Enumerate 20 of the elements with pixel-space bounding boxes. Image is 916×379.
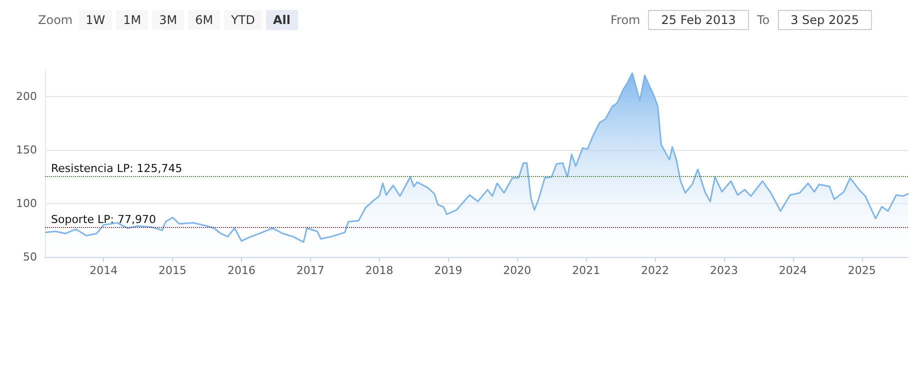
y-tick-label: 200	[16, 90, 37, 104]
ref-line-label: Resistencia LP: 125,745	[51, 162, 182, 176]
x-tick-label: 2019	[434, 264, 462, 277]
x-tick-label: 2025	[848, 264, 876, 277]
x-tick-label: 2020	[503, 264, 532, 277]
x-tick-label: 2014	[90, 264, 118, 277]
x-tick-label: 2021	[572, 264, 600, 277]
x-tick-label: 2018	[365, 264, 394, 277]
x-tick-label: 2024	[778, 264, 807, 277]
y-tick-label: 50	[23, 250, 37, 264]
x-tick-label: 2022	[641, 264, 670, 277]
y-tick-label: 150	[16, 144, 37, 157]
ref-line-label: Soporte LP: 77,970	[51, 213, 156, 226]
x-tick-label: 2016	[227, 264, 256, 277]
x-tick-label: 2017	[296, 264, 324, 277]
date-range-fields: From 25 Feb 2013 To 3 Sep 2025	[610, 10, 872, 30]
x-tick-label: 2023	[710, 264, 738, 277]
zoom-selector: Zoom 1W 1M 3M 6M YTD All	[38, 10, 302, 30]
y-tick-label: 100	[16, 197, 37, 210]
x-tick-label: 2015	[158, 264, 187, 277]
